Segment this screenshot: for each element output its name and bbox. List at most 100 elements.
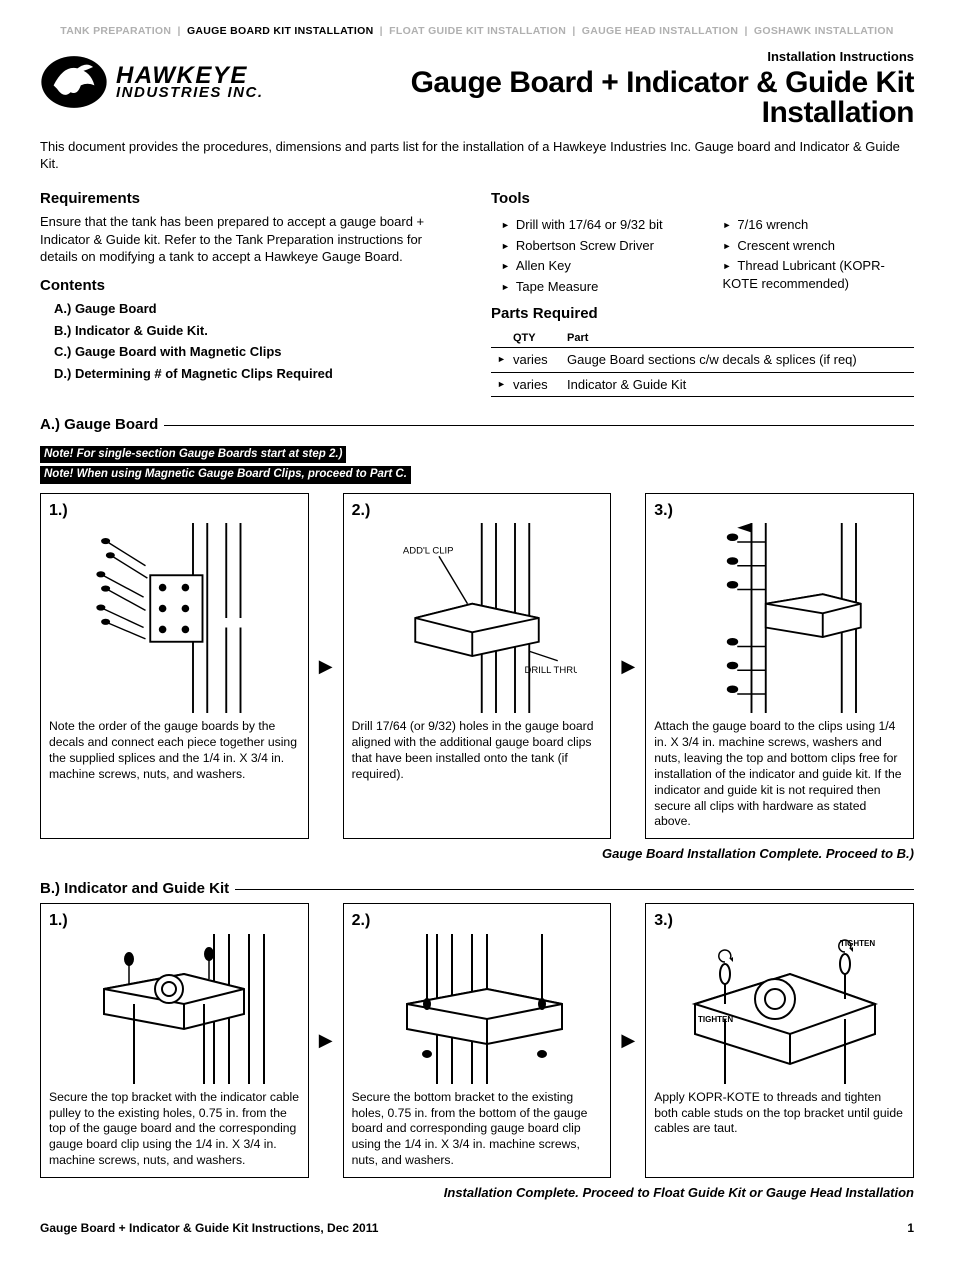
tools-list-1: Drill with 17/64 or 9/32 bit Robertson S…	[491, 213, 693, 298]
diagram-a2-icon: ADD'L CLIP DRILL THRU	[377, 523, 577, 713]
tools-list-2: 7/16 wrench Crescent wrench Thread Lubri…	[713, 213, 915, 298]
diagram-b3-icon: TIGHTEN TIGHTEN	[680, 934, 880, 1084]
parts-col-qty: QTY	[513, 331, 567, 346]
step-arrow-icon: ▶	[621, 654, 635, 678]
tool-item: Crescent wrench	[723, 237, 915, 255]
title-block: Installation Instructions Gauge Board + …	[278, 48, 914, 128]
kicker: Installation Instructions	[278, 48, 914, 66]
logo-wordmark: HAWKEYE INDUSTRIES INC.	[116, 65, 264, 100]
step-text: Secure the bottom bracket to the existin…	[352, 1090, 603, 1169]
step-text: Attach the gauge board to the clips usin…	[654, 719, 905, 830]
info-columns: Requirements Ensure that the tank has be…	[40, 183, 914, 398]
step-arrow-icon: ▶	[319, 654, 333, 678]
step-card: 3.)	[645, 493, 914, 840]
parts-heading: Parts Required	[491, 304, 914, 324]
breadcrumb-item: FLOAT GUIDE KIT INSTALLATION	[389, 25, 566, 37]
contents-item: C.) Gauge Board with Magnetic Clips	[54, 343, 463, 361]
label-tighten: TIGHTEN	[698, 1015, 733, 1024]
section-b-steps: 1.) Secure the top bracket with the indi…	[40, 903, 914, 1178]
diagram-a1-icon	[74, 523, 274, 713]
step-text: Apply KOPR-KOTE to threads and tighten b…	[654, 1090, 905, 1138]
contents-item: D.) Determining # of Magnetic Clips Requ…	[54, 365, 463, 383]
requirements-text: Ensure that the tank has been prepared t…	[40, 213, 463, 266]
section-a-completion: Gauge Board Installation Complete. Proce…	[40, 845, 914, 863]
bullet-icon: ►	[491, 353, 513, 371]
right-column: Tools Drill with 17/64 or 9/32 bit Rober…	[491, 183, 914, 398]
step-card: 1.) Secure the top bracket with the indi…	[40, 903, 309, 1178]
parts-header-row: QTY Part	[491, 329, 914, 349]
tool-item: 7/16 wrench	[723, 216, 915, 234]
step-card: 2.) ADD'L CLIP DRILL THRU Drill 17/64 (o…	[343, 493, 612, 840]
label-drill-thru: DRILL THRU	[524, 665, 577, 676]
logo-line1: HAWKEYE	[116, 65, 264, 87]
header-row: HAWKEYE INDUSTRIES INC. Installation Ins…	[40, 48, 914, 128]
footer-page-number: 1	[907, 1220, 914, 1236]
tool-item: Tape Measure	[501, 278, 693, 296]
contents-item: B.) Indicator & Guide Kit.	[54, 322, 463, 340]
step-figure	[654, 523, 905, 713]
section-a-heading: A.) Gauge Board	[40, 415, 158, 435]
step-number: 2.)	[352, 910, 603, 932]
tool-item: Robertson Screw Driver	[501, 237, 693, 255]
logo: HAWKEYE INDUSTRIES INC.	[40, 48, 264, 116]
tools-columns: Drill with 17/64 or 9/32 bit Robertson S…	[491, 213, 914, 298]
parts-qty: varies	[513, 376, 567, 394]
breadcrumb-item: TANK PREPARATION	[60, 25, 171, 37]
tools-heading: Tools	[491, 189, 914, 209]
parts-row: ► varies Gauge Board sections c/w decals…	[491, 348, 914, 373]
parts-name: Gauge Board sections c/w decals & splice…	[567, 351, 914, 369]
tool-item: Thread Lubricant (KOPR-KOTE recommended)	[723, 257, 915, 292]
breadcrumb: TANK PREPARATION | GAUGE BOARD KIT INSTA…	[40, 24, 914, 38]
parts-qty: varies	[513, 351, 567, 369]
step-text: Note the order of the gauge boards by th…	[49, 719, 300, 782]
step-card: 2.) Secure the bottom bracket to the exi…	[343, 903, 612, 1178]
step-figure	[49, 934, 300, 1084]
step-number: 3.)	[654, 910, 905, 932]
requirements-heading: Requirements	[40, 189, 463, 209]
contents-item: A.) Gauge Board	[54, 300, 463, 318]
diagram-b2-icon	[377, 934, 577, 1084]
breadcrumb-sep: |	[572, 25, 575, 37]
step-text: Secure the top bracket with the indicato…	[49, 1090, 300, 1169]
intro-text: This document provides the procedures, d…	[40, 138, 914, 173]
section-a-head: A.) Gauge Board	[40, 409, 914, 439]
parts-col-part: Part	[567, 331, 914, 346]
note-item: Note! For single-section Gauge Boards st…	[40, 446, 346, 464]
parts-name: Indicator & Guide Kit	[567, 376, 914, 394]
step-arrow-icon: ▶	[621, 1028, 635, 1052]
step-figure: ADD'L CLIP DRILL THRU	[352, 523, 603, 713]
rule-line	[164, 425, 914, 426]
step-number: 3.)	[654, 500, 905, 522]
bullet-icon: ►	[491, 378, 513, 396]
page-title: Gauge Board + Indicator & Guide Kit Inst…	[278, 68, 914, 128]
diagram-a3-icon	[680, 523, 880, 713]
note-item: Note! When using Magnetic Gauge Board Cl…	[40, 466, 411, 484]
step-number: 1.)	[49, 500, 300, 522]
step-card: 3.) TIGHTEN TIGHTEN Apply KOPR-KOTE to	[645, 903, 914, 1178]
breadcrumb-item: GAUGE HEAD INSTALLATION	[582, 25, 738, 37]
parts-row: ► varies Indicator & Guide Kit	[491, 373, 914, 398]
section-a-steps: 1.)	[40, 493, 914, 840]
breadcrumb-sep: |	[380, 25, 383, 37]
breadcrumb-sep: |	[744, 25, 747, 37]
step-figure	[49, 523, 300, 713]
left-column: Requirements Ensure that the tank has be…	[40, 183, 463, 398]
section-a-notes: Note! For single-section Gauge Boards st…	[40, 444, 914, 485]
breadcrumb-item-active: GAUGE BOARD KIT INSTALLATION	[187, 25, 374, 37]
contents-list: A.) Gauge Board B.) Indicator & Guide Ki…	[40, 300, 463, 382]
parts-table: QTY Part ► varies Gauge Board sections c…	[491, 329, 914, 398]
breadcrumb-sep: |	[177, 25, 180, 37]
section-b-completion: Installation Complete. Proceed to Float …	[40, 1184, 914, 1202]
label-addl-clip: ADD'L CLIP	[403, 546, 454, 557]
hawk-icon	[40, 48, 108, 116]
rule-line	[235, 889, 914, 890]
diagram-b1-icon	[74, 934, 274, 1084]
footer-left: Gauge Board + Indicator & Guide Kit Inst…	[40, 1220, 378, 1236]
section-b-head: B.) Indicator and Guide Kit	[40, 873, 914, 903]
tool-item: Drill with 17/64 or 9/32 bit	[501, 216, 693, 234]
section-b-heading: B.) Indicator and Guide Kit	[40, 879, 229, 899]
page-footer: Gauge Board + Indicator & Guide Kit Inst…	[40, 1220, 914, 1236]
step-figure: TIGHTEN TIGHTEN	[654, 934, 905, 1084]
label-tighten: TIGHTEN	[840, 939, 875, 948]
tool-item: Allen Key	[501, 257, 693, 275]
